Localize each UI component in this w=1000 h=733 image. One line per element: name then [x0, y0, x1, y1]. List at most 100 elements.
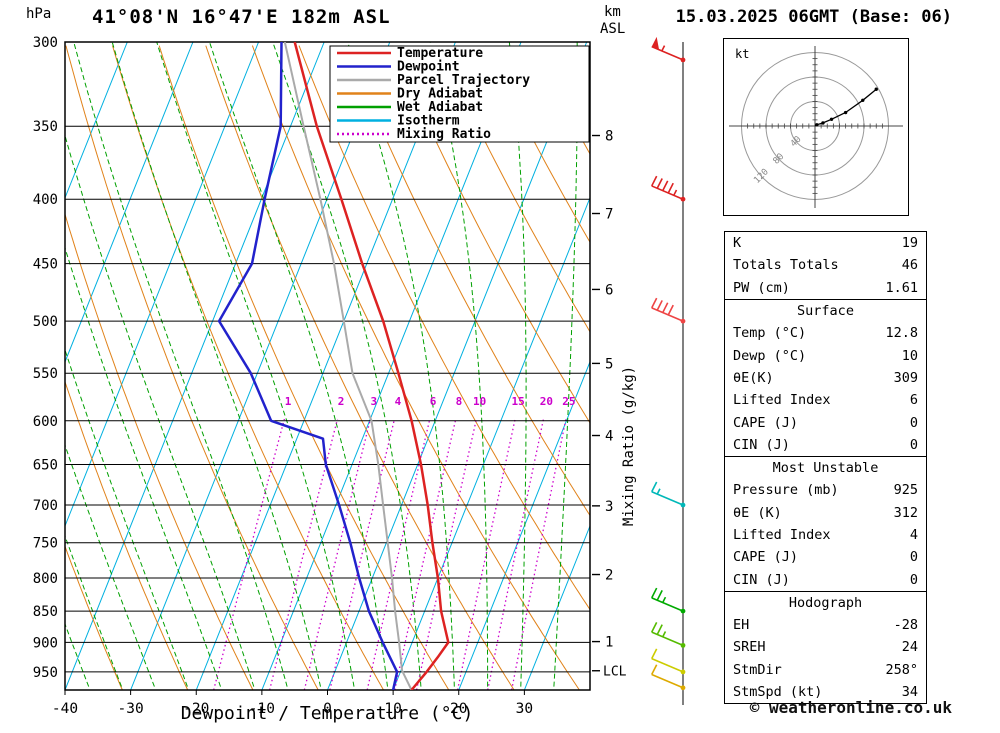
mixing-ratio-line: [415, 418, 478, 690]
table-section: Hodograph EH -28 SREH 24 StmDir 258° StmSpd (kt…: [725, 592, 926, 703]
table-row-value: 258°: [885, 661, 918, 678]
wet-adiabat-line: [65, 348, 188, 687]
dewpoint-curve: [217, 42, 399, 690]
isotherm-line: [458, 360, 590, 690]
km-tick-label: 6: [605, 282, 613, 298]
legend-item-label: Isotherm: [397, 114, 460, 129]
altitude-axis-unit-asl: ASL: [600, 21, 625, 37]
table-section-title: Most Unstable: [772, 460, 879, 477]
table-row-label: StmDir: [733, 661, 782, 678]
isotherm-line: [130, 42, 391, 690]
mixing-ratio-line: [269, 418, 339, 690]
dry-adiabat-line: [298, 45, 590, 611]
table-row-label: PW (cm): [733, 279, 790, 296]
isotherm-line: [65, 42, 325, 690]
dry-adiabat-line: [65, 212, 254, 690]
table-row-label: CAPE (J): [733, 549, 799, 566]
mixing-ratio-line: [487, 418, 545, 690]
pressure-tick-label: 650: [33, 458, 58, 474]
temp-tick-label: -30: [118, 701, 144, 717]
table-row-value: 4: [909, 527, 918, 543]
table-row-value: 24: [901, 639, 918, 656]
dry-adiabat-line: [65, 544, 123, 690]
table-row-label: Lifted Index: [733, 527, 831, 543]
dry-adiabat-line: [65, 45, 319, 690]
pressure-tick-label: 500: [33, 314, 58, 330]
pressure-tick-label: 800: [33, 571, 58, 587]
hodograph-trace-point: [843, 110, 848, 115]
pressure-tick-label: 950: [33, 665, 58, 681]
legend-item-label: Dry Adiabat: [397, 87, 483, 102]
table-row: PW (cm) 1.61: [725, 277, 926, 299]
mixing-ratio-value-label: 20: [540, 395, 553, 408]
dry-adiabat-line: [438, 45, 590, 333]
table-row: StmDir 258°: [725, 659, 926, 681]
mixing-ratio-value-label: 15: [512, 395, 525, 408]
km-tick-label: 3: [605, 499, 613, 515]
isotherm-line: [327, 42, 588, 690]
hodograph-trace-point: [874, 87, 878, 91]
table-row-value: 6: [909, 392, 918, 409]
sounding-curves: [217, 42, 450, 690]
table-row: Pressure (mb) 925: [725, 479, 926, 501]
wet-adiabat-line: [73, 42, 288, 687]
pressure-tick-label: 550: [33, 366, 58, 382]
temp-tick-label: 20: [450, 701, 467, 717]
wind-barbs: [651, 36, 686, 705]
mixing-ratio-value-label: 2: [338, 395, 345, 408]
dry-adiabat-line: [672, 46, 712, 690]
wind-barb: [651, 587, 686, 614]
table-row: Totals Totals 46: [725, 254, 926, 276]
wind-barb: [651, 297, 686, 324]
mixing-ratio-value-label: 6: [430, 395, 437, 408]
table-row-value: 0: [909, 571, 918, 588]
temp-tick-label: 30: [516, 701, 533, 717]
table-row-value: 312: [893, 504, 918, 521]
table-row-value: -28: [893, 617, 918, 634]
dry-adiabat-line: [625, 46, 712, 690]
mixing-ratio-value-label: 3: [371, 395, 378, 408]
table-row: Lifted Index 6: [725, 389, 926, 411]
km-tick-label: 5: [605, 356, 613, 372]
table-row: SREH 24: [725, 636, 926, 658]
table-row-label: CIN (J): [733, 571, 790, 588]
altitude-axis-unit-km: km: [604, 4, 621, 20]
table-row: Dewp (°C) 10: [725, 344, 926, 366]
mixing-ratio-line: [366, 418, 431, 690]
isotherm-line: [195, 42, 456, 690]
mixing-ratio-value-label: 8: [456, 395, 463, 408]
indices-table: K 19 Totals Totals 46 PW (cm) 1.61 Surface Temp…: [724, 231, 927, 705]
table-section: Surface Temp (°C) 12.8 Dewp (°C) 10 θE(K) 309 L…: [725, 300, 926, 457]
pressure-tick-label: 400: [33, 192, 58, 208]
table-row-value: 19: [901, 235, 918, 252]
wind-barb: [651, 664, 686, 691]
table-row: Lifted Index 4: [725, 524, 926, 546]
mixing-ratio-line: [213, 418, 286, 690]
table-row: θE(K) 309: [725, 367, 926, 389]
isotherm-line: [65, 42, 260, 528]
table-row-value: 309: [893, 369, 918, 386]
km-tick-label: 7: [605, 207, 613, 223]
table-row-value: 46: [901, 257, 918, 274]
skewt-chart: hPa km ASL Dewpoint / Temperature (°C) M…: [26, 4, 712, 724]
hodograph-trace-point: [829, 117, 834, 121]
isotherm-line: [65, 42, 128, 200]
table-row-label: SREH: [733, 639, 766, 656]
pressure-tick-label: 700: [33, 498, 58, 514]
table-row: CAPE (J) 0: [725, 411, 926, 433]
mixing-ratio-line: [510, 418, 567, 690]
km-tick-label: 1: [605, 635, 613, 651]
pressure-tick-label: 350: [33, 119, 58, 135]
dry-adiabat-line: [345, 45, 590, 517]
temp-tick-label: -20: [183, 701, 209, 717]
table-row-value: 12.8: [885, 325, 918, 342]
isotherm-line: [392, 196, 590, 690]
pressure-tick-label: 750: [33, 536, 58, 552]
isotherm-line: [523, 524, 590, 690]
dry-adiabat-line: [485, 45, 590, 244]
pressure-tick-label: 300: [33, 35, 58, 51]
pressure-tick-label: 850: [33, 604, 58, 620]
wet-adiabat-line: [272, 42, 422, 687]
temperature-curve: [293, 42, 450, 690]
temp-tick-label: 10: [384, 701, 401, 717]
